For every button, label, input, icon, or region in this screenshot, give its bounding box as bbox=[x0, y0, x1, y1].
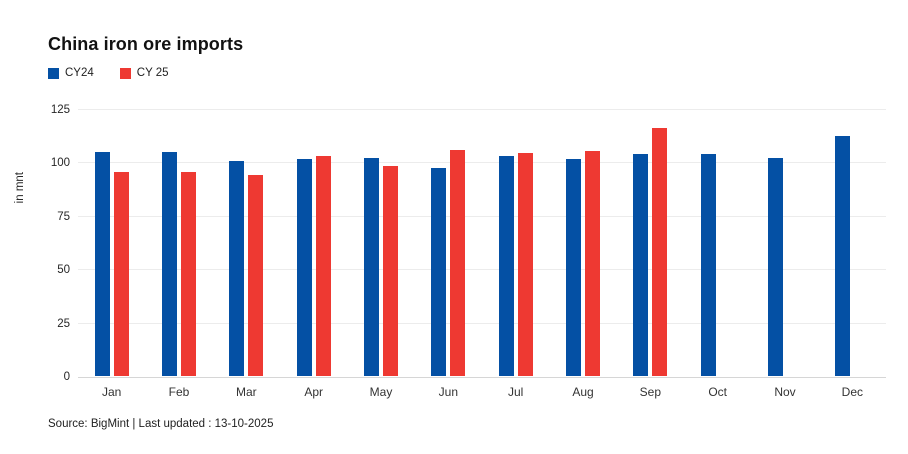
gridline-100 bbox=[78, 162, 886, 164]
x-tick-label-aug: Aug bbox=[572, 385, 594, 399]
y-tick-label-75: 75 bbox=[57, 210, 70, 223]
x-tick-label-jan: Jan bbox=[101, 385, 122, 399]
gridline-125 bbox=[78, 109, 886, 110]
bar-cy25-mar bbox=[248, 175, 264, 376]
y-tick-label-50: 50 bbox=[57, 264, 70, 277]
y-tick-label-0: 0 bbox=[63, 371, 70, 383]
y-tick-label-125: 125 bbox=[50, 104, 70, 116]
bar-cy24-dec bbox=[835, 135, 851, 376]
bar-cy24-jan bbox=[94, 152, 110, 376]
legend-label-cy24: CY24 bbox=[65, 67, 94, 79]
bar-cy24-apr bbox=[296, 158, 312, 376]
bar-cy24-feb bbox=[162, 152, 177, 376]
x-tick-label-mar: Mar bbox=[235, 385, 257, 399]
cy25-swatch-icon bbox=[119, 67, 131, 79]
bar-cy24-nov bbox=[768, 158, 783, 376]
bar-cy25-apr bbox=[315, 155, 331, 376]
gridline-75 bbox=[78, 215, 886, 217]
bar-cy25-aug bbox=[585, 151, 600, 376]
bar-cy24-jun bbox=[431, 167, 447, 376]
bar-cy24-may bbox=[364, 158, 379, 376]
y-tick-label-25: 25 bbox=[57, 317, 70, 330]
bar-cy24-jul bbox=[498, 156, 514, 376]
x-axis-line bbox=[78, 377, 886, 378]
cy24-swatch-icon bbox=[48, 67, 59, 79]
bar-cy24-oct bbox=[700, 154, 716, 376]
bar-cy24-sep bbox=[633, 153, 649, 376]
bar-cy24-mar bbox=[229, 160, 245, 376]
x-tick-label-dec: Dec bbox=[841, 385, 863, 399]
y-tick-label-100: 100 bbox=[50, 157, 70, 170]
legend-item-cy24[interactable]: CY24 bbox=[48, 67, 94, 79]
x-tick-label-feb: Feb bbox=[168, 385, 190, 399]
bar-cy25-sep bbox=[652, 127, 668, 376]
bar-cy25-jun bbox=[450, 149, 466, 376]
x-tick-label-jun: Jun bbox=[438, 385, 459, 399]
bar-cy25-jul bbox=[517, 152, 533, 376]
x-tick-label-may: May bbox=[369, 385, 393, 399]
bar-cy24-aug bbox=[566, 159, 581, 376]
plot-area: 0 25 50 75 100 125 Jan Feb Mar Apr May Jun Jul Aug Sep… bbox=[51, 104, 886, 399]
legend-label-cy25: CY 25 bbox=[136, 67, 169, 79]
x-tick-label-oct: Oct bbox=[708, 385, 727, 399]
legend-item-cy25[interactable]: CY 25 bbox=[119, 67, 169, 79]
legend: CY24 CY 25 bbox=[48, 67, 169, 79]
y-axis-title: in mnt bbox=[14, 172, 26, 204]
bar-cy25-jan bbox=[113, 171, 129, 376]
gridline-25 bbox=[78, 322, 886, 324]
x-tick-label-sep: Sep bbox=[639, 385, 662, 399]
chart-title: China iron ore imports bbox=[48, 34, 244, 54]
source-note: Source: BigMint | Last updated : 13-10-2… bbox=[48, 418, 274, 430]
bar-cy25-may bbox=[383, 166, 398, 376]
gridline-50 bbox=[78, 269, 886, 271]
x-tick-label-nov: Nov bbox=[774, 385, 796, 399]
x-tick-label-jul: Jul bbox=[507, 385, 524, 399]
x-tick-label-apr: Apr bbox=[304, 385, 323, 399]
bar-cy25-feb bbox=[181, 171, 196, 376]
